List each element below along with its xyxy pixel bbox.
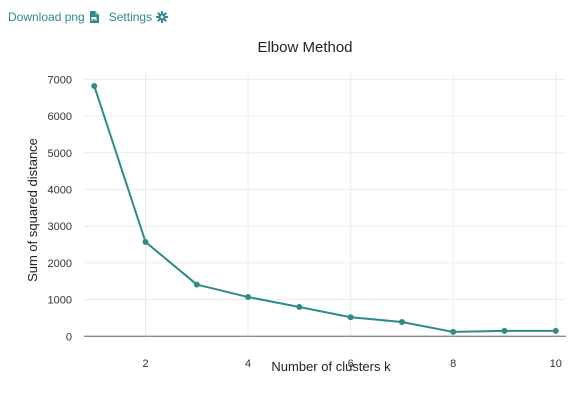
data-point	[450, 328, 457, 335]
settings-button[interactable]: Settings	[108, 10, 169, 24]
x-tick-label: 6	[348, 358, 354, 370]
series-line	[93, 85, 556, 333]
y-tick-label: 2000	[48, 258, 72, 270]
chart-toolbar: Download png Settings	[8, 10, 169, 24]
download-png-button[interactable]: Download png	[8, 10, 99, 24]
x-tick-label: 2	[142, 358, 148, 370]
data-point	[245, 294, 252, 301]
chart-title: Elbow Method	[257, 39, 352, 56]
x-tick-label: 8	[450, 358, 456, 370]
y-tick-label: 5000	[48, 148, 72, 160]
series-line-layer	[91, 82, 559, 335]
data-point	[501, 327, 508, 334]
y-tick-label: 0	[66, 331, 72, 343]
y-tick-label: 4000	[48, 184, 72, 196]
y-tick-label: 3000	[48, 221, 72, 233]
x-tick-label: 4	[245, 358, 251, 370]
axes: 0 1000 2000 3000 4000 5000 6000 7000 2 4 6 8 10	[48, 74, 566, 370]
data-point	[552, 327, 559, 334]
data-point	[398, 319, 405, 326]
y-tick-label: 7000	[48, 74, 72, 86]
y-axis-label: Sum of squared distance	[25, 138, 40, 282]
x-tick-label: 10	[550, 358, 562, 370]
download-png-label: Download png	[8, 10, 85, 24]
x-axis-label: Number of clusters k	[271, 359, 391, 374]
data-point	[91, 82, 98, 89]
y-tick-label: 1000	[48, 295, 72, 307]
gear-icon	[156, 11, 169, 23]
file-image-icon	[89, 11, 99, 23]
data-point	[296, 303, 303, 310]
grid	[84, 72, 566, 340]
data-point	[142, 238, 149, 245]
data-point	[193, 281, 200, 288]
data-point	[347, 314, 354, 321]
y-tick-label: 6000	[48, 111, 72, 123]
settings-label: Settings	[108, 10, 153, 24]
